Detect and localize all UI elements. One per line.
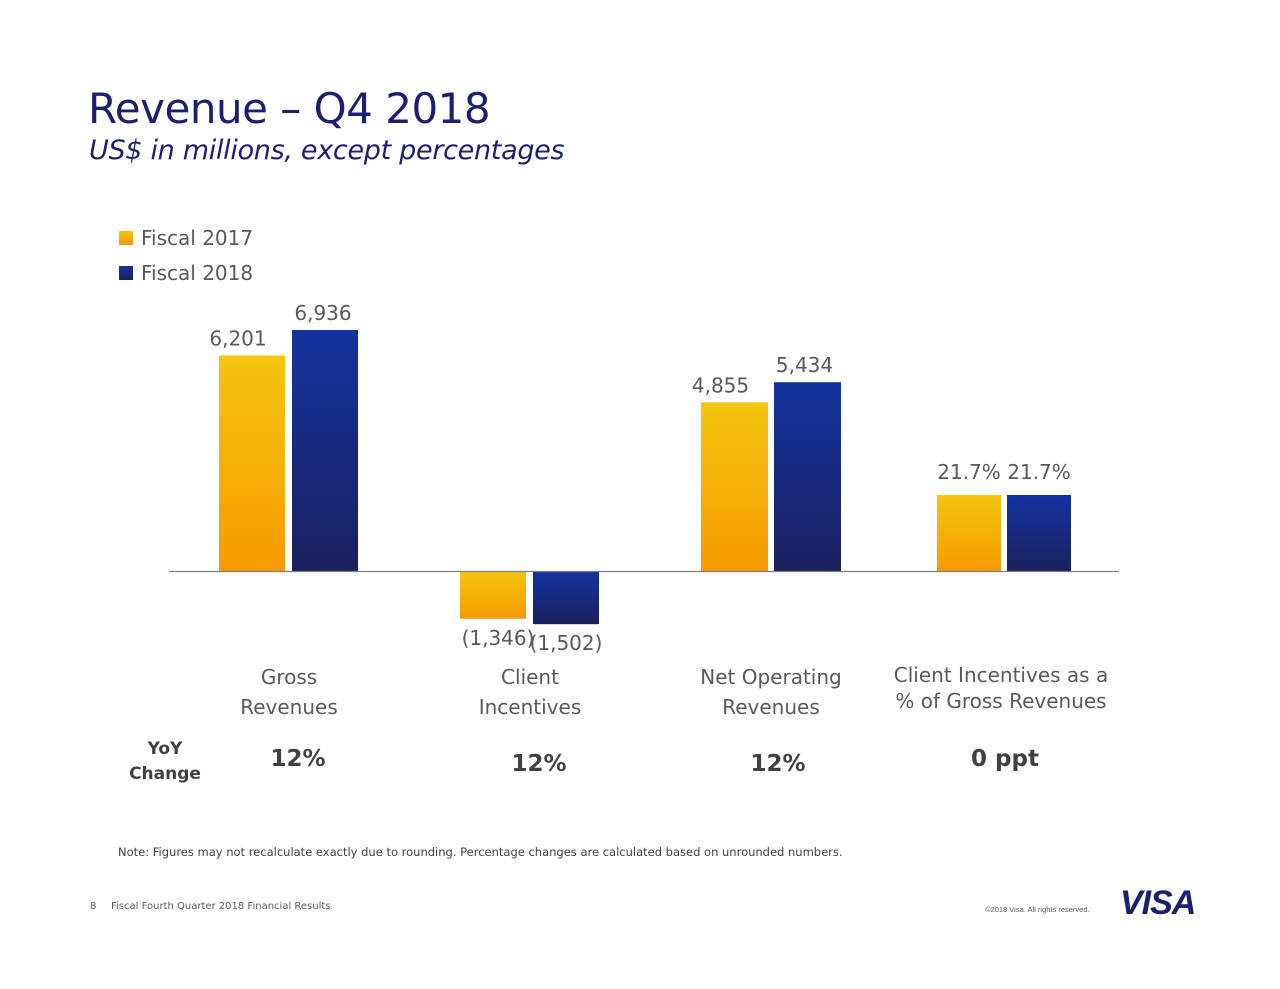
legend-item-fiscal-2018: Fiscal 2018 [119,255,253,290]
copyright-notice: ©2018 Visa. All rights reserved. [985,905,1090,914]
yoy-heading-line2: Change [129,764,201,784]
yoy-value-net-operating-revenues: 12% [750,751,806,777]
bar-client-incentives-pct-fiscal-2018 [1007,495,1071,571]
yoy-heading-line1: YoY [147,739,183,759]
yoy-change-heading: YoY Change [122,737,208,787]
category-label-line: Revenues [722,695,820,719]
category-label-line: Revenues [240,695,338,719]
value-label-client-incentives-fiscal-2017: (1,346) [462,626,535,650]
bar-client-incentives-fiscal-2017 [460,572,526,619]
value-label-gross-revenues-fiscal-2018: 6,936 [294,301,351,325]
bar-client-incentives-fiscal-2018 [533,572,599,625]
category-label-client-incentives: Client Incentives [400,662,660,722]
value-label-client-incentives-pct-fiscal-2017: 21.7% [937,460,1001,484]
legend-label-fiscal-2018: Fiscal 2018 [141,260,254,285]
category-label-gross-revenues: Gross Revenues [159,662,419,722]
bar-client-incentives-pct-fiscal-2017 [937,495,1001,571]
page-number: 8 [90,901,97,912]
bar-gross-revenues-fiscal-2017 [219,355,285,571]
bars-layer [219,330,1071,625]
value-label-client-incentives-fiscal-2018: (1,502) [530,631,603,655]
value-label-net-operating-revenues-fiscal-2017: 4,855 [692,373,749,397]
value-label-client-incentives-pct-fiscal-2018: 21.7% [1007,460,1071,484]
chart-legend: Fiscal 2017 Fiscal 2018 [119,220,253,290]
value-label-net-operating-revenues-fiscal-2018: 5,434 [776,353,833,377]
value-labels-layer: 6,201 (1,346) 4,855 21.7% 6,936 (1,502) 5,434 2… [209,301,1070,655]
legend-label-fiscal-2017: Fiscal 2017 [141,225,254,250]
category-label-client-incentives-pct: Client Incentives as a% of Gross Revenue… [871,662,1131,714]
category-label-line: Client Incentives as a [893,663,1109,687]
yoy-value-gross-revenues: 12% [270,746,326,772]
legend-item-fiscal-2017: Fiscal 2017 [119,220,253,255]
yoy-value-client-incentives-pct: 0 ppt [971,746,1039,772]
category-label-line: % of Gross Revenues [895,689,1107,713]
bar-gross-revenues-fiscal-2018 [292,330,358,571]
category-label-net-operating-revenues: Net Operating Revenues [641,662,901,722]
slide-title: Revenue – Q4 2018 [88,84,491,133]
category-label-line: Incentives [478,695,582,719]
category-label-line: Net Operating [700,665,842,689]
visa-logo-text: VISA [1120,884,1195,918]
bar-net-operating-revenues-fiscal-2017 [701,402,768,571]
value-label-gross-revenues-fiscal-2017: 6,201 [209,327,266,351]
legend-swatch-fiscal-2018 [119,265,133,280]
category-label-line: Client [501,665,559,689]
visa-logo: VISA [1120,884,1196,918]
category-label-line: Gross [260,665,318,689]
footer-title: Fiscal Fourth Quarter 2018 Financial Res… [111,901,331,912]
footnote: Note: Figures may not recalculate exactl… [118,845,843,859]
yoy-value-client-incentives: 12% [511,751,567,777]
legend-swatch-fiscal-2017 [119,230,133,245]
bar-net-operating-revenues-fiscal-2018 [774,382,841,571]
slide-subtitle: US$ in millions, except percentages [89,135,565,166]
